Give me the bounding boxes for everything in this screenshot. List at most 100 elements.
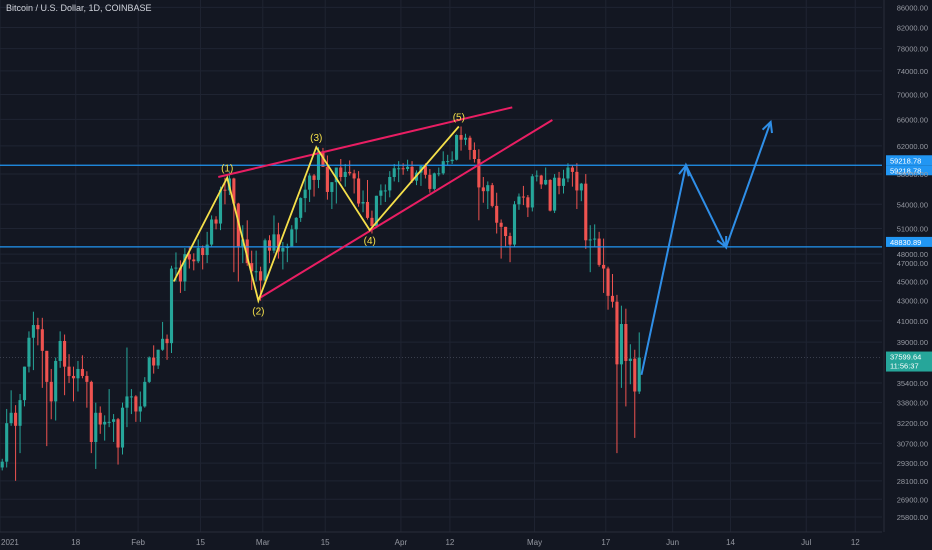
candle-body [575,171,579,191]
time-tick-label: Jul [801,538,811,547]
candle-body [432,173,436,189]
candle [504,226,508,247]
candle-body [450,159,454,162]
time-tick-label: Jun [666,538,679,547]
candle-body [406,166,410,169]
time-tick-label: Mar [256,538,270,547]
candle-body [383,190,387,192]
candle-body [138,406,142,412]
candle-body [80,368,84,376]
candle [579,182,583,202]
candle [561,169,566,194]
channel-lower-line [257,119,553,300]
candle [441,151,445,175]
candle [18,393,22,454]
candle [183,248,187,292]
candle-body [103,421,107,425]
candle-body [401,168,405,170]
price-tick-label: 86000.00 [897,3,928,12]
candle [196,239,200,264]
candle-body [397,168,401,170]
candle [553,174,557,214]
time-tick-label: 15 [196,538,205,547]
candle-body [210,219,214,245]
wave-label: (4) [364,236,376,247]
candle-body [334,167,338,183]
candle [535,170,539,182]
level-price-label: 48830.89 [890,238,921,247]
candle [588,225,592,273]
candle-body [490,185,494,206]
candle [71,366,76,402]
candle [103,415,107,441]
time-tick-label: 14 [726,538,735,547]
candle-body [504,226,508,237]
candle [352,169,356,194]
candle [80,355,84,379]
candle [303,178,307,213]
candle-body [584,183,588,241]
price-tick-label: 29300.00 [897,459,928,468]
candle-body [116,419,120,448]
drawings: (1) (2) (3) (4) (5) [172,106,773,375]
candle-body [343,171,347,177]
price-tick-label: 74000.00 [897,67,928,76]
candle-body [459,135,463,140]
candle-body [174,267,178,269]
level-price-tag [886,155,932,166]
wave-label: (5) [453,112,465,123]
candle-body [294,217,298,230]
candle-body [548,179,552,211]
candle [125,347,129,428]
candle [495,192,499,234]
candle-body [455,135,459,160]
candle [201,245,205,270]
candle-body [120,407,125,448]
candle [143,377,147,408]
time-tick-label: 12 [445,538,454,547]
candle [446,154,450,166]
candle [31,311,35,371]
projection-arrowhead [678,163,690,177]
candle-body [499,222,503,227]
price-tick-label: 62000.00 [897,142,928,151]
candle-body [263,240,267,281]
candle-body [187,254,191,260]
candle-body [339,167,343,177]
candle [584,174,588,249]
candle-body [481,187,485,192]
candle [308,173,312,202]
candle [602,238,606,293]
candle-body [5,423,9,462]
candle-body [143,381,147,407]
time-tick-label: 18 [71,538,80,547]
candle-body [570,167,574,172]
time-tick-label: Apr [395,538,408,547]
time-tick-label: 15 [321,538,330,547]
candle-body [535,175,539,177]
candle-body [98,412,102,425]
time-axis[interactable]: 2021 18 Feb 15 Mar 15 Apr 12 May 17 Jun 14 Jul 12 [0,531,882,547]
candle-body [633,358,637,392]
candle-body [232,178,236,204]
candle [459,126,463,151]
price-tick-label: 32200.00 [897,419,928,428]
candle [22,366,27,407]
candle-body [161,338,165,350]
price-tick-label: 30700.00 [897,439,928,448]
candle-body [18,400,22,426]
candle-body [169,268,174,344]
candle [566,163,570,183]
price-tick-label: 51000.00 [897,225,928,234]
candle-body [370,217,374,227]
candle-body [281,248,285,252]
candle [490,182,494,208]
candle [334,167,338,204]
candle [597,231,601,267]
candle-body [276,234,280,252]
candle [299,197,303,222]
candle [218,186,223,231]
